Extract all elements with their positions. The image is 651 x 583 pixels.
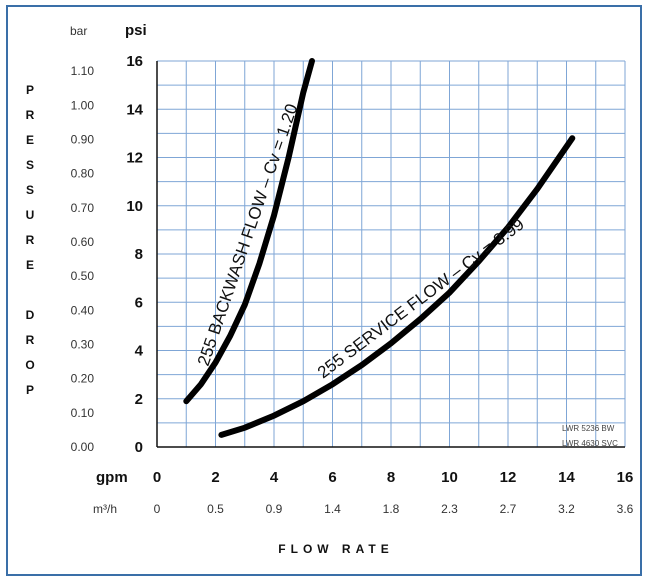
x-tick-label: 16 [617,469,634,486]
x-tick-label: 12 [500,469,517,486]
y-axis-title-letter: S [26,183,34,197]
y-tick-secondary-label: 1.00 [71,98,95,112]
y-tick-secondary-label: 0.10 [71,406,95,420]
x-tick-secondary-label: 2.7 [500,502,517,516]
y-tick-label: 2 [135,391,143,408]
y-tick-label: 4 [135,343,144,360]
y-tick-label: 0 [135,439,143,456]
x-axis-title: FLOW RATE [278,542,393,556]
y-tick-secondary-label: 0.40 [71,303,95,317]
backwash-curve-label: 255 BACKWASH FLOW – Cv = 1.20 [194,101,302,368]
pressure-drop-chart: 02468101214160.000.100.200.300.400.500.6… [8,7,644,578]
y-axis-title-letter: E [26,133,34,147]
y-axis-title-letter: D [26,308,35,322]
y-tick-label: 14 [126,101,143,118]
y-axis-title-letter: P [26,383,34,397]
x-tick-secondary-label: 0.9 [266,502,283,516]
y-tick-secondary-label: 0.00 [71,440,95,454]
y-axis-title-letter: E [26,258,34,272]
x-tick-secondary-label: 3.6 [617,502,634,516]
y-axis-title-letter: O [25,358,34,372]
x-unit-primary: gpm [96,469,128,486]
x-tick-secondary-label: 0.5 [207,502,224,516]
y-tick-secondary-label: 1.10 [71,64,95,78]
y-tick-secondary-label: 0.80 [71,167,95,181]
x-tick-label: 0 [153,469,161,486]
y-axis-title-letter: R [26,233,35,247]
y-tick-label: 6 [135,294,143,311]
y-axis-title-letter: R [26,333,35,347]
x-tick-label: 10 [441,469,458,486]
y-axis-title-letter: U [26,208,35,222]
x-tick-label: 8 [387,469,395,486]
y-tick-label: 10 [126,198,143,215]
y-unit-primary: psi [125,22,147,39]
x-unit-secondary: m³/h [93,502,117,516]
y-tick-secondary-label: 0.30 [71,338,95,352]
y-tick-secondary-label: 0.70 [71,201,95,215]
y-tick-label: 8 [135,246,143,263]
y-tick-secondary-label: 0.50 [71,269,95,283]
y-axis-title-letter: S [26,158,34,172]
service-curve-label: 255 SERVICE FLOW – Cv = 3.99 [314,215,528,383]
y-tick-secondary-label: 0.20 [71,372,95,386]
y-axis-title-letter: R [26,108,35,122]
y-tick-secondary-label: 0.60 [71,235,95,249]
code-label-svc: LWR 4630 SVC [562,439,618,448]
code-label-bw: LWR 5236 BW [562,424,615,433]
x-tick-label: 4 [270,469,279,486]
x-tick-secondary-label: 1.4 [324,502,341,516]
y-tick-secondary-label: 0.90 [71,133,95,147]
x-tick-label: 14 [558,469,575,486]
y-unit-secondary: bar [70,24,87,38]
y-tick-label: 16 [126,53,143,70]
x-tick-label: 2 [211,469,219,486]
x-tick-secondary-label: 1.8 [383,502,400,516]
x-tick-label: 6 [328,469,336,486]
y-tick-label: 12 [126,150,143,167]
y-axis-title-letter: P [26,83,34,97]
chart-frame: 0 2 4 6 8 10 12 14 16 0.00 0.10 0.20 0.30 0.40 0.50 0.6… [6,5,642,576]
x-tick-secondary-label: 3.2 [558,502,575,516]
x-tick-secondary-label: 0 [154,502,161,516]
x-tick-secondary-label: 2.3 [441,502,458,516]
chart-grid [157,61,625,447]
